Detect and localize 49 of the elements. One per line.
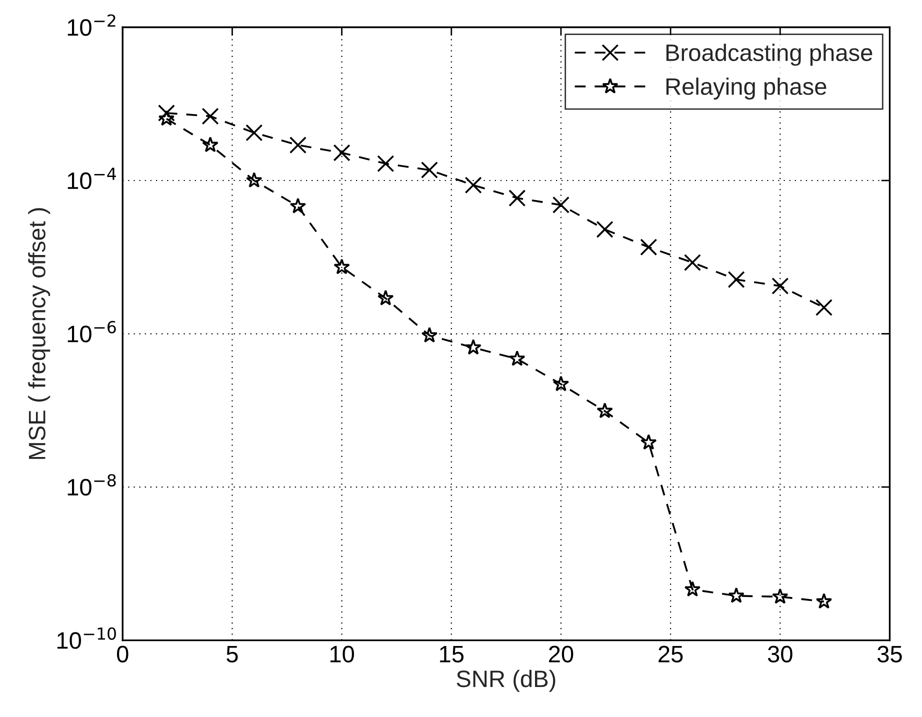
- point: [158, 104, 176, 122]
- point: [202, 136, 218, 152]
- point: [552, 196, 570, 214]
- y-tick-label: 10$^{−8}$: [68, 474, 116, 496]
- point: [640, 434, 657, 450]
- x-tick-label: 15: [440, 646, 464, 662]
- x-tick-label: 0: [116, 646, 128, 662]
- point: [684, 580, 701, 597]
- x-tick-label: 30: [768, 646, 792, 662]
- point: [596, 402, 613, 418]
- point: [377, 155, 394, 172]
- point: [202, 108, 219, 125]
- legend-label: Broadcasting phase: [666, 44, 872, 66]
- point: [684, 254, 702, 272]
- y-axis-title: MSE ( frequency offset ): [28, 208, 50, 459]
- point: [552, 376, 570, 392]
- point: [246, 124, 263, 142]
- y-tick-label: 10$^{−6}$: [68, 320, 116, 342]
- point: [464, 176, 482, 194]
- point: [377, 290, 394, 306]
- point: [728, 271, 745, 288]
- point: [728, 587, 744, 603]
- point: [815, 298, 833, 316]
- point: [334, 258, 350, 274]
- point: [640, 238, 658, 256]
- point: [421, 326, 438, 343]
- y-tick-label: 10$^{−4}$: [68, 168, 116, 190]
- point: [246, 172, 262, 188]
- point: [508, 350, 526, 366]
- point: [290, 198, 306, 214]
- point: [772, 277, 789, 295]
- x-tick-label: 35: [878, 646, 902, 662]
- point: [158, 110, 175, 126]
- x-tick-label: 20: [549, 646, 574, 662]
- x-tick-label: 5: [226, 646, 238, 662]
- x-tick-label: 25: [658, 646, 683, 662]
- x-tick-label: 10: [330, 646, 354, 662]
- point: [333, 144, 350, 162]
- point: [289, 136, 307, 154]
- y-tick-label: 10$^{−10}$: [57, 627, 116, 649]
- point: [508, 190, 526, 207]
- legend-label: Relaying phase: [666, 78, 826, 100]
- point: [772, 588, 788, 604]
- point: [420, 161, 438, 179]
- point: [596, 220, 614, 238]
- y-tick-label: 10$^{−2}$: [68, 14, 116, 36]
- point: [465, 339, 482, 355]
- point: [816, 593, 832, 609]
- x-axis-title: SNR (dB): [456, 670, 556, 692]
